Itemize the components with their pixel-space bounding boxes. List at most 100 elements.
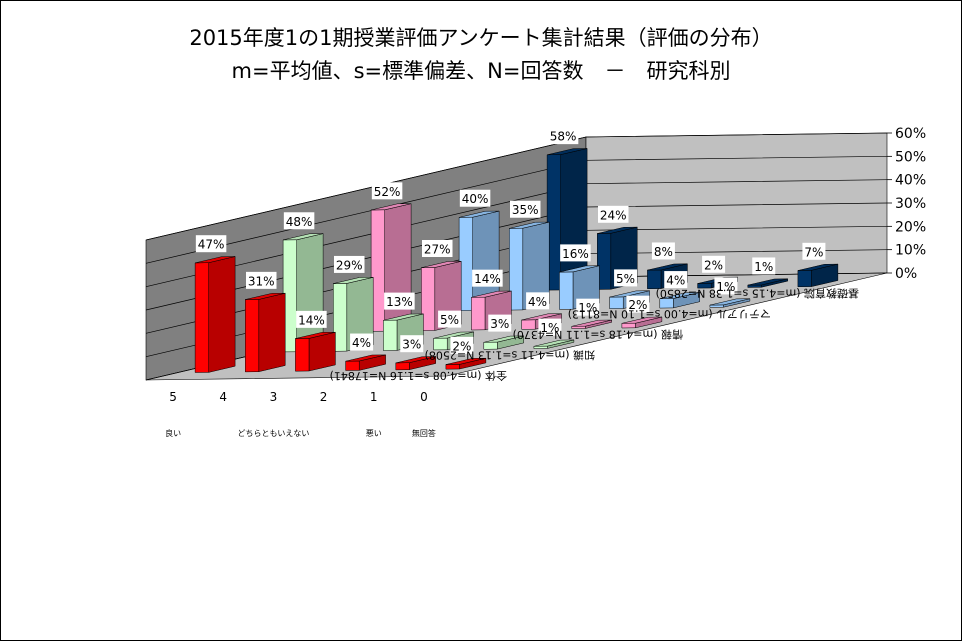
value-label: 14% — [296, 310, 327, 328]
series-label: マテリアル (m=4.00 s=1.10 N=8113) — [568, 307, 771, 321]
bar — [194, 256, 236, 373]
x-tick-label: 1 — [370, 390, 378, 404]
svg-text:40%: 40% — [462, 192, 489, 206]
chart-subtitle: m=平均値、s=標準偏差、N=回答数 － 研究科別 — [231, 59, 731, 83]
svg-text:52%: 52% — [374, 185, 401, 199]
svg-text:2%: 2% — [628, 298, 647, 312]
svg-text:29%: 29% — [336, 258, 363, 272]
bar — [483, 335, 524, 350]
x-tick-sublabel: どちらともいえない — [237, 429, 309, 438]
value-label: 48% — [283, 212, 315, 230]
value-label: 58% — [547, 127, 579, 145]
bar — [295, 331, 336, 372]
svg-text:3%: 3% — [402, 338, 421, 352]
value-label: 2% — [450, 336, 474, 354]
svg-text:5%: 5% — [440, 313, 459, 327]
series-label: 情報 (m=4.18 s=1.11 N=4370) — [513, 328, 683, 342]
value-label: 52% — [371, 182, 403, 200]
value-label: 2% — [626, 295, 650, 313]
chart-title: 2015年度1の1期授業評価アンケート集計結果（評価の分布） — [189, 26, 773, 50]
gridline — [145, 132, 888, 241]
value-label: 2% — [702, 255, 726, 273]
svg-text:47%: 47% — [198, 238, 225, 252]
bar — [395, 356, 436, 371]
svg-text:27%: 27% — [424, 243, 451, 257]
bar — [245, 292, 286, 373]
y-tick-label: 30% — [895, 196, 926, 212]
y-tick-label: 60% — [895, 126, 926, 142]
value-label: 14% — [472, 269, 503, 287]
value-label: 35% — [510, 200, 541, 218]
svg-text:4%: 4% — [352, 336, 371, 350]
svg-text:8%: 8% — [654, 245, 673, 259]
value-labels: 58% 24% 8% 2% 1% 7% 40% 35% 16% 5% 4% 1% 52% 27% 14% 4%… — [195, 127, 826, 354]
value-label: 16% — [560, 244, 591, 262]
series-label: 全体 (m=4.08 s=1.16 N=17841) — [330, 369, 507, 384]
series-label: 知識 (m=4.11 s=1.13 N=2508) — [425, 348, 595, 363]
value-label: 29% — [334, 255, 365, 273]
value-label: 4% — [526, 292, 550, 310]
x-tick-label: 2 — [320, 390, 328, 404]
value-label: 7% — [802, 242, 826, 260]
svg-text:2%: 2% — [704, 258, 723, 272]
value-label: 1% — [752, 257, 776, 275]
x-tick-label: 5 — [169, 390, 177, 404]
svg-text:14%: 14% — [474, 272, 501, 286]
y-tick-label: 40% — [895, 173, 926, 189]
svg-text:31%: 31% — [248, 274, 275, 288]
y-tick-label: 0% — [895, 266, 917, 282]
bar — [333, 276, 374, 352]
axis-labels: 0% 10% 20% 30% 40% 50% 60% 5 良い 4 3 どちらともいえない 2 1 悪い 0 無… — [165, 126, 926, 438]
value-label: 3% — [488, 314, 512, 332]
x-tick-label: 0 — [420, 390, 428, 404]
x-tick-sublabel: 良い — [165, 428, 181, 438]
y-tick-label: 20% — [895, 219, 926, 235]
svg-text:1%: 1% — [754, 260, 773, 274]
bar — [445, 357, 487, 370]
bar — [509, 221, 550, 311]
svg-text:7%: 7% — [804, 245, 823, 259]
y-tick-label: 10% — [895, 243, 926, 259]
value-label: 5% — [438, 310, 462, 328]
bar — [571, 319, 612, 329]
svg-text:24%: 24% — [600, 208, 627, 222]
value-label: 4% — [350, 333, 374, 351]
bar — [797, 263, 839, 288]
y-tick-label: 50% — [895, 149, 926, 165]
svg-text:1%: 1% — [540, 321, 559, 335]
value-label: 47% — [195, 235, 227, 253]
svg-text:58%: 58% — [550, 130, 577, 144]
value-label: 4% — [664, 271, 688, 289]
value-label: 1% — [576, 298, 600, 316]
value-label: 31% — [246, 271, 277, 289]
bar — [345, 354, 386, 371]
svg-text:4%: 4% — [528, 295, 547, 309]
svg-text:2%: 2% — [452, 339, 471, 353]
bar — [621, 316, 663, 329]
value-label: 3% — [400, 335, 424, 353]
svg-text:5%: 5% — [616, 272, 635, 286]
value-label: 40% — [459, 189, 491, 207]
x-tick-label: 3 — [270, 390, 278, 404]
value-label: 1% — [538, 318, 562, 336]
bar — [659, 292, 700, 309]
svg-text:3%: 3% — [490, 317, 509, 331]
value-label: 27% — [422, 240, 453, 257]
series-label: 基礎教育院 (m=4.15 s=1.38 N=2850) — [656, 286, 859, 301]
svg-text:48%: 48% — [286, 215, 313, 229]
x-tick-sublabel: 無回答 — [412, 428, 436, 438]
svg-text:1%: 1% — [578, 301, 597, 315]
value-label: 13% — [384, 292, 415, 310]
bar — [533, 339, 575, 349]
x-tick-sublabel: 悪い — [366, 429, 382, 438]
value-label: 1% — [714, 277, 738, 295]
value-label: 24% — [598, 205, 629, 223]
svg-text:35%: 35% — [512, 203, 539, 217]
x-tick-label: 4 — [219, 390, 227, 404]
svg-text:1%: 1% — [716, 280, 735, 294]
bar — [709, 298, 751, 308]
svg-text:4%: 4% — [666, 274, 685, 288]
value-label: 5% — [614, 269, 638, 287]
value-label: 8% — [651, 242, 675, 260]
